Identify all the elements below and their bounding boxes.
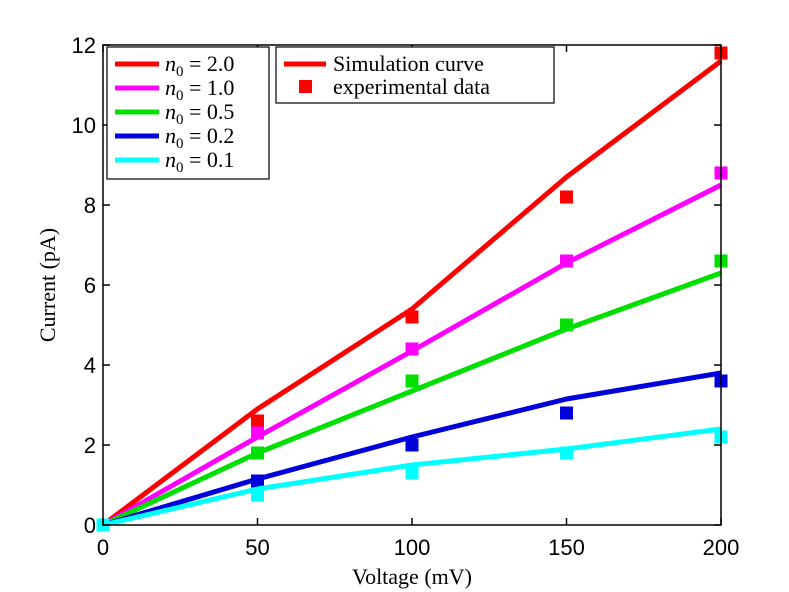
series-group xyxy=(96,254,728,532)
experimental-point xyxy=(251,446,264,460)
y-tick-label: 12 xyxy=(72,33,96,58)
simulation-line xyxy=(101,270,722,528)
legend-entry-label: n0 = 0.1 xyxy=(165,147,234,176)
experimental-point xyxy=(251,426,264,440)
y-tick-label: 8 xyxy=(84,193,96,218)
series-group xyxy=(96,370,728,532)
legend-entry-label: n0 = 1.0 xyxy=(165,75,234,104)
axes: 0 50 100 150 200 0 2 4 6 8 10 12 xyxy=(72,33,740,560)
legend-simulation-label: Simulation curve xyxy=(333,51,484,76)
experimental-point xyxy=(560,254,573,268)
x-tick-label: 0 xyxy=(97,535,109,560)
experimental-point xyxy=(405,438,419,452)
simulation-line xyxy=(102,370,722,528)
experimental-point xyxy=(405,466,419,480)
experimental-point xyxy=(405,374,419,388)
y-tick-label: 6 xyxy=(84,273,96,298)
legend-series: n0 = 2.0n0 = 1.0n0 = 0.5n0 = 0.2n0 = 0.1 xyxy=(106,46,270,180)
x-tick-label: 50 xyxy=(245,535,269,560)
legend-entry-label: n0 = 2.0 xyxy=(165,51,234,80)
x-tick-label: 100 xyxy=(394,535,431,560)
simulation-line xyxy=(102,426,722,528)
experimental-point xyxy=(405,310,419,324)
x-tick-label: 150 xyxy=(548,535,585,560)
legend-marker-swatch xyxy=(299,80,312,93)
y-tick-label: 2 xyxy=(84,433,96,458)
experimental-point xyxy=(560,406,573,420)
experimental-point xyxy=(560,190,573,204)
experimental-point xyxy=(251,414,264,428)
legend-entry-label: n0 = 0.2 xyxy=(165,123,234,152)
x-axis-label: Voltage (mV) xyxy=(352,564,472,589)
y-tick-label: 4 xyxy=(84,353,96,378)
y-tick-label: 10 xyxy=(72,113,96,138)
experimental-point xyxy=(560,318,573,332)
y-axis-label: Current (pA) xyxy=(35,228,60,342)
experimental-point xyxy=(560,446,573,460)
experimental-point xyxy=(251,474,264,488)
plot-area xyxy=(96,46,728,532)
x-tick-label: 200 xyxy=(703,535,740,560)
legend-style-box xyxy=(275,46,555,104)
legend-experimental-label: experimental data xyxy=(333,74,490,99)
experimental-point xyxy=(251,488,264,502)
experimental-point xyxy=(405,342,419,356)
y-tick-label: 0 xyxy=(84,513,96,538)
legend-entry-label: n0 = 0.5 xyxy=(165,99,234,128)
simulation-line xyxy=(101,59,723,527)
